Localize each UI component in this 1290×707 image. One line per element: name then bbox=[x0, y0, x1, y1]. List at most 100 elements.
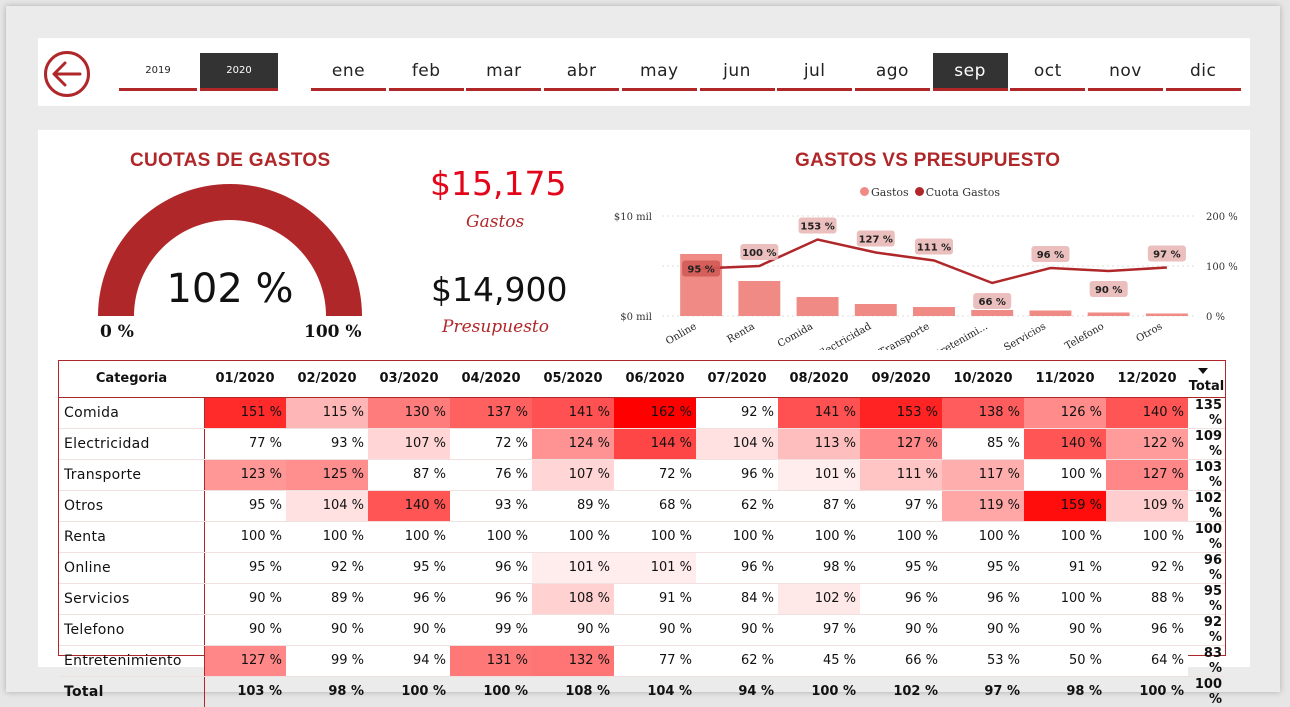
cell-value[interactable]: 131 % bbox=[450, 645, 532, 677]
cell-value[interactable]: 90 % bbox=[532, 614, 614, 646]
cell-value[interactable]: 90 % bbox=[368, 614, 450, 646]
back-button[interactable] bbox=[44, 51, 90, 97]
cell-value[interactable]: 92 % bbox=[1106, 552, 1188, 584]
cell-value[interactable]: 96 % bbox=[450, 583, 532, 615]
cell-value[interactable]: 92 % bbox=[696, 397, 778, 429]
cell-value[interactable]: 95 % bbox=[942, 552, 1024, 584]
column-header-month[interactable]: 08/2020 bbox=[778, 361, 860, 398]
cell-value[interactable]: 91 % bbox=[614, 583, 696, 615]
cell-value[interactable]: 100 % bbox=[1106, 675, 1188, 707]
row-total[interactable]: 96 % bbox=[1188, 552, 1225, 584]
cell-value[interactable]: 98 % bbox=[286, 675, 368, 707]
column-header-month[interactable]: 06/2020 bbox=[614, 361, 696, 398]
cell-value[interactable]: 127 % bbox=[204, 645, 286, 677]
month-button-abr[interactable]: abr bbox=[544, 53, 620, 91]
cell-value[interactable]: 132 % bbox=[532, 645, 614, 677]
cell-value[interactable]: 144 % bbox=[614, 428, 696, 460]
bar-gastos[interactable] bbox=[913, 307, 955, 316]
cell-value[interactable]: 100 % bbox=[942, 521, 1024, 553]
cell-value[interactable]: 90 % bbox=[1024, 614, 1106, 646]
cell-value[interactable]: 111 % bbox=[860, 459, 942, 491]
cell-value[interactable]: 101 % bbox=[532, 552, 614, 584]
cell-value[interactable]: 100 % bbox=[450, 521, 532, 553]
cell-value[interactable]: 104 % bbox=[614, 675, 696, 707]
cell-value[interactable]: 93 % bbox=[286, 428, 368, 460]
row-total[interactable]: 135 % bbox=[1188, 397, 1225, 429]
cell-value[interactable]: 100 % bbox=[1106, 521, 1188, 553]
cell-value[interactable]: 107 % bbox=[532, 459, 614, 491]
cell-value[interactable]: 141 % bbox=[778, 397, 860, 429]
row-category[interactable]: Online bbox=[59, 552, 205, 584]
cell-value[interactable]: 90 % bbox=[614, 614, 696, 646]
cell-value[interactable]: 85 % bbox=[942, 428, 1024, 460]
cell-value[interactable]: 100 % bbox=[450, 675, 532, 707]
legend-item-cuota[interactable]: Cuota Gastos bbox=[914, 186, 1000, 199]
month-button-nov[interactable]: nov bbox=[1088, 53, 1163, 91]
row-category[interactable]: Telefono bbox=[59, 614, 205, 646]
cell-value[interactable]: 95 % bbox=[368, 552, 450, 584]
cell-value[interactable]: 99 % bbox=[286, 645, 368, 677]
month-button-jun[interactable]: jun bbox=[699, 53, 775, 91]
row-category[interactable]: Transporte bbox=[59, 459, 205, 491]
cell-value[interactable]: 100 % bbox=[368, 675, 450, 707]
cell-value[interactable]: 100 % bbox=[778, 521, 860, 553]
cell-value[interactable]: 130 % bbox=[368, 397, 450, 429]
bar-gastos[interactable] bbox=[796, 297, 839, 316]
cell-value[interactable]: 140 % bbox=[368, 490, 450, 522]
cell-value[interactable]: 96 % bbox=[450, 552, 532, 584]
cell-value[interactable]: 68 % bbox=[614, 490, 696, 522]
cell-value[interactable]: 96 % bbox=[368, 583, 450, 615]
cell-value[interactable]: 127 % bbox=[860, 428, 942, 460]
cell-value[interactable]: 117 % bbox=[942, 459, 1024, 491]
month-button-ago[interactable]: ago bbox=[854, 53, 930, 91]
cell-value[interactable]: 92 % bbox=[286, 552, 368, 584]
cell-value[interactable]: 101 % bbox=[778, 459, 860, 491]
cell-value[interactable]: 66 % bbox=[860, 645, 942, 677]
cell-value[interactable]: 62 % bbox=[696, 645, 778, 677]
cell-value[interactable]: 100 % bbox=[778, 675, 860, 707]
cell-value[interactable]: 119 % bbox=[942, 490, 1024, 522]
cell-value[interactable]: 96 % bbox=[1106, 614, 1188, 646]
cell-value[interactable]: 88 % bbox=[1106, 583, 1188, 615]
column-header-category[interactable]: Categoria bbox=[59, 361, 204, 398]
row-total[interactable]: 92 % bbox=[1188, 614, 1225, 646]
column-header-month[interactable]: 05/2020 bbox=[532, 361, 614, 398]
cell-value[interactable]: 87 % bbox=[778, 490, 860, 522]
row-total[interactable]: 103 % bbox=[1188, 459, 1225, 491]
cell-value[interactable]: 97 % bbox=[860, 490, 942, 522]
column-header-month[interactable]: 10/2020 bbox=[942, 361, 1024, 398]
cell-value[interactable]: 113 % bbox=[778, 428, 860, 460]
cell-value[interactable]: 100 % bbox=[204, 521, 286, 553]
cell-value[interactable]: 77 % bbox=[614, 645, 696, 677]
column-header-month[interactable]: 12/2020 bbox=[1106, 361, 1188, 398]
cell-value[interactable]: 102 % bbox=[778, 583, 860, 615]
year-button-2019[interactable]: 2019 bbox=[119, 53, 197, 91]
cell-value[interactable]: 77 % bbox=[204, 428, 286, 460]
month-button-feb[interactable]: feb bbox=[388, 53, 464, 91]
cell-value[interactable]: 109 % bbox=[1106, 490, 1188, 522]
cell-value[interactable]: 95 % bbox=[860, 552, 942, 584]
cell-value[interactable]: 100 % bbox=[1024, 583, 1106, 615]
cell-value[interactable]: 72 % bbox=[450, 428, 532, 460]
cell-value[interactable]: 93 % bbox=[450, 490, 532, 522]
column-header-month[interactable]: 07/2020 bbox=[696, 361, 778, 398]
legend-item-gastos[interactable]: Gastos bbox=[860, 186, 909, 199]
row-category[interactable]: Otros bbox=[59, 490, 205, 522]
cell-value[interactable]: 159 % bbox=[1024, 490, 1106, 522]
month-button-oct[interactable]: oct bbox=[1010, 53, 1086, 91]
cell-value[interactable]: 84 % bbox=[696, 583, 778, 615]
cell-value[interactable]: 96 % bbox=[860, 583, 942, 615]
column-header-month[interactable]: 03/2020 bbox=[368, 361, 450, 398]
cell-value[interactable]: 94 % bbox=[696, 675, 778, 707]
column-header-month[interactable]: 01/2020 bbox=[204, 361, 286, 398]
cell-value[interactable]: 107 % bbox=[368, 428, 450, 460]
cell-value[interactable]: 123 % bbox=[204, 459, 286, 491]
row-category[interactable]: Entretenimiento bbox=[59, 645, 205, 677]
cell-value[interactable]: 100 % bbox=[696, 521, 778, 553]
month-button-dic[interactable]: dic bbox=[1165, 53, 1241, 91]
cell-value[interactable]: 100 % bbox=[368, 521, 450, 553]
row-category[interactable]: Total bbox=[59, 675, 205, 707]
cell-value[interactable]: 100 % bbox=[860, 521, 942, 553]
bar-gastos[interactable] bbox=[971, 310, 1014, 316]
column-header-month[interactable]: 04/2020 bbox=[450, 361, 532, 398]
